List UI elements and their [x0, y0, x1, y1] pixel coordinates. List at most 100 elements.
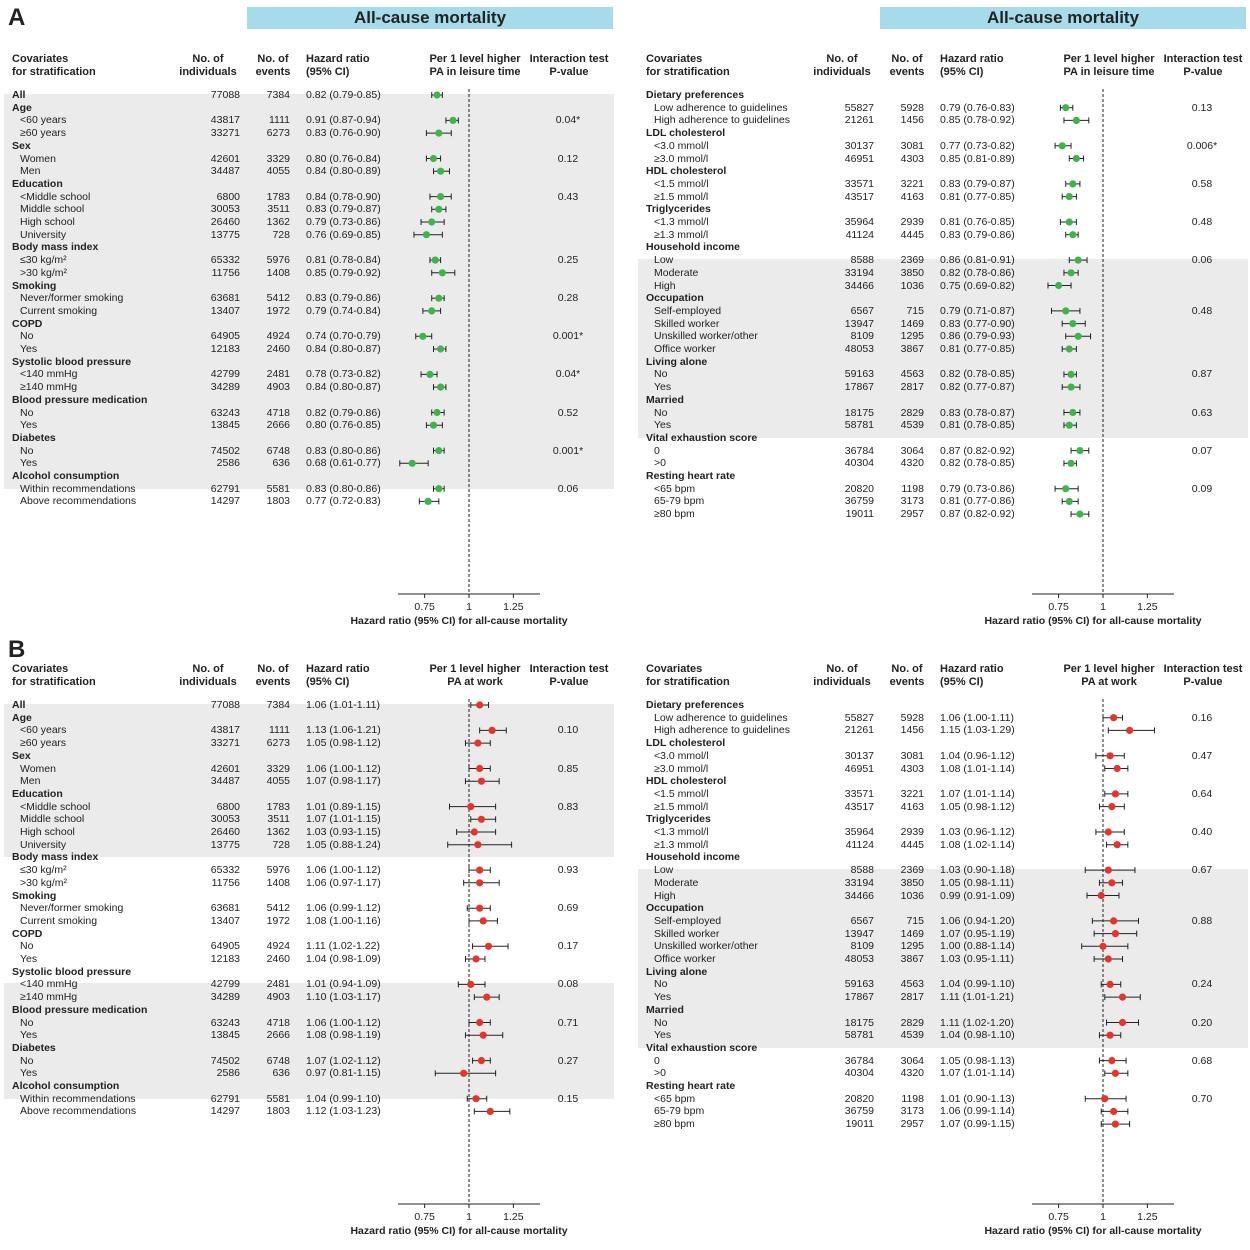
row-label: No [20, 406, 34, 419]
row-label: University [20, 228, 67, 241]
individuals-value: 36759 [844, 1105, 874, 1118]
hazard-ratio-text: 0.84 (0.78-0.90) [306, 190, 381, 203]
row-label: ≥1.5 mmol/l [654, 190, 709, 203]
individuals-value: 40304 [844, 457, 874, 470]
events-value: 1111 [268, 114, 290, 127]
row-label: <3.0 mmol/l [654, 139, 709, 152]
individuals-value: 12183 [210, 953, 240, 965]
hazard-ratio-point [1106, 980, 1114, 988]
group-label: Diabetes [12, 1041, 56, 1054]
row-label: University [20, 838, 67, 851]
individuals-value: 33571 [844, 787, 874, 800]
group-label: Systolic blood pressure [12, 965, 132, 978]
events-value: 1972 [266, 914, 290, 927]
events-value: 1972 [266, 304, 290, 317]
individuals-value: 36784 [844, 1054, 874, 1067]
hazard-ratio-point [1076, 510, 1084, 518]
header-hazard-ratio-line: (95% CI) [306, 66, 350, 78]
row-label: Current smoking [20, 304, 98, 317]
hazard-ratio-point [435, 485, 443, 493]
header-interaction: Interaction test P-value [1158, 663, 1248, 689]
hazard-ratio-text: 1.04 (0.99-1.10) [940, 978, 1015, 991]
events-value: 5412 [266, 902, 290, 915]
hazard-ratio-text: 1.07 (1.01-1.14) [940, 1067, 1015, 1080]
header-hazard-ratio-line: Hazard ratio [306, 53, 370, 65]
hazard-ratio-text: 1.08 (1.01-1.14) [940, 762, 1015, 775]
row-label: ≥3.0 mmol/l [654, 152, 709, 165]
header-individuals-line: No. of [192, 663, 224, 675]
x-tick-label: 1 [1100, 1211, 1106, 1223]
hazard-ratio-text: 1.08 (1.02-1.14) [940, 838, 1015, 851]
hazard-ratio-point [470, 828, 478, 836]
hazard-ratio-text: 1.07 (1.01-1.15) [306, 813, 381, 826]
hazard-ratio-point [476, 904, 484, 912]
events-value: 4163 [900, 800, 924, 813]
events-value: 3850 [900, 266, 924, 279]
individuals-value: 46951 [844, 762, 874, 775]
row-label: High adherence to guidelines [654, 114, 791, 127]
hazard-ratio-text: 0.83 (0.79-0.86) [306, 292, 381, 305]
hazard-ratio-text: 1.01 (0.90-1.13) [940, 1092, 1015, 1105]
events-value: 3173 [900, 1105, 924, 1118]
header-hazard-ratio-line: (95% CI) [306, 676, 350, 688]
interaction-p-value: 0.10 [557, 724, 579, 737]
hazard-ratio-text: 1.06 (0.97-1.17) [306, 876, 381, 889]
interaction-p-value: 0.67 [1191, 864, 1213, 877]
header-individuals: No. of individuals [170, 53, 246, 79]
group-label: Blood pressure medication [12, 393, 148, 406]
interaction-p-value: 0.52 [557, 406, 579, 419]
interaction-p-value: 0.48 [1191, 304, 1213, 317]
events-value: 7384 [266, 89, 290, 101]
individuals-value: 26460 [210, 826, 240, 838]
individuals-value: 17867 [844, 991, 874, 1004]
hazard-ratio-point [477, 1057, 486, 1065]
events-value: 4163 [900, 190, 924, 203]
row-label: 0 [654, 444, 660, 457]
header-individuals-line: individuals [813, 676, 871, 688]
panel-a-title-right: All-cause mortality [880, 7, 1246, 29]
x-axis-label: Hazard ratio (95% CI) for all-cause mort… [350, 1225, 567, 1237]
events-value: 4303 [900, 762, 924, 775]
group-label: Education [12, 787, 63, 800]
hazard-ratio-text: 0.84 (0.80-0.87) [306, 381, 381, 394]
group-label: Systolic blood pressure [12, 355, 132, 368]
x-tick-label: 0.75 [1048, 601, 1069, 613]
hazard-ratio-point [1110, 714, 1118, 722]
individuals-value: 62791 [210, 482, 240, 495]
hazard-ratio-text: 1.03 (0.93-1.15) [306, 826, 381, 838]
individuals-value: 63243 [210, 406, 240, 419]
events-value: 728 [272, 228, 290, 241]
header-events-line: events [255, 66, 291, 78]
hazard-ratio-point [428, 307, 436, 315]
hazard-ratio-text: 0.84 (0.80-0.87) [306, 343, 381, 355]
group-label: Age [12, 101, 32, 114]
row-label: No [654, 1016, 668, 1029]
row-label: Skilled worker [654, 927, 720, 940]
events-value: 2957 [900, 508, 924, 521]
hazard-ratio-point [1106, 752, 1114, 760]
hazard-ratio-point [1067, 370, 1075, 378]
events-value: 5928 [900, 101, 924, 114]
row-label: <1.3 mmol/l [654, 826, 709, 838]
hazard-ratio-text: 1.08 (1.00-1.16) [306, 914, 381, 927]
events-value: 1803 [266, 495, 290, 508]
header-individuals-line: No. of [826, 663, 858, 675]
row-label: Women [20, 152, 56, 165]
hazard-ratio-text: 1.05 (0.98-1.12) [306, 737, 381, 750]
hazard-ratio-point [1062, 104, 1070, 112]
events-value: 6273 [266, 737, 290, 750]
individuals-value: 65332 [210, 254, 240, 267]
events-value: 636 [272, 1067, 290, 1080]
interaction-p-value: 0.17 [557, 940, 579, 953]
hazard-ratio-text: 0.81 (0.77-0.86) [940, 495, 1015, 508]
events-value: 3081 [900, 749, 924, 762]
hazard-ratio-text: 1.06 (1.00-1.11) [940, 711, 1014, 724]
hazard-ratio-point [435, 129, 443, 137]
header-interaction-line: P-value [549, 676, 589, 688]
hazard-ratio-point [1099, 942, 1107, 950]
row-label: 65-79 bpm [654, 1105, 705, 1118]
individuals-value: 21261 [844, 114, 874, 127]
row-label: 0 [654, 1054, 660, 1067]
hazard-ratio-point [437, 345, 445, 353]
group-label: COPD [12, 317, 43, 330]
